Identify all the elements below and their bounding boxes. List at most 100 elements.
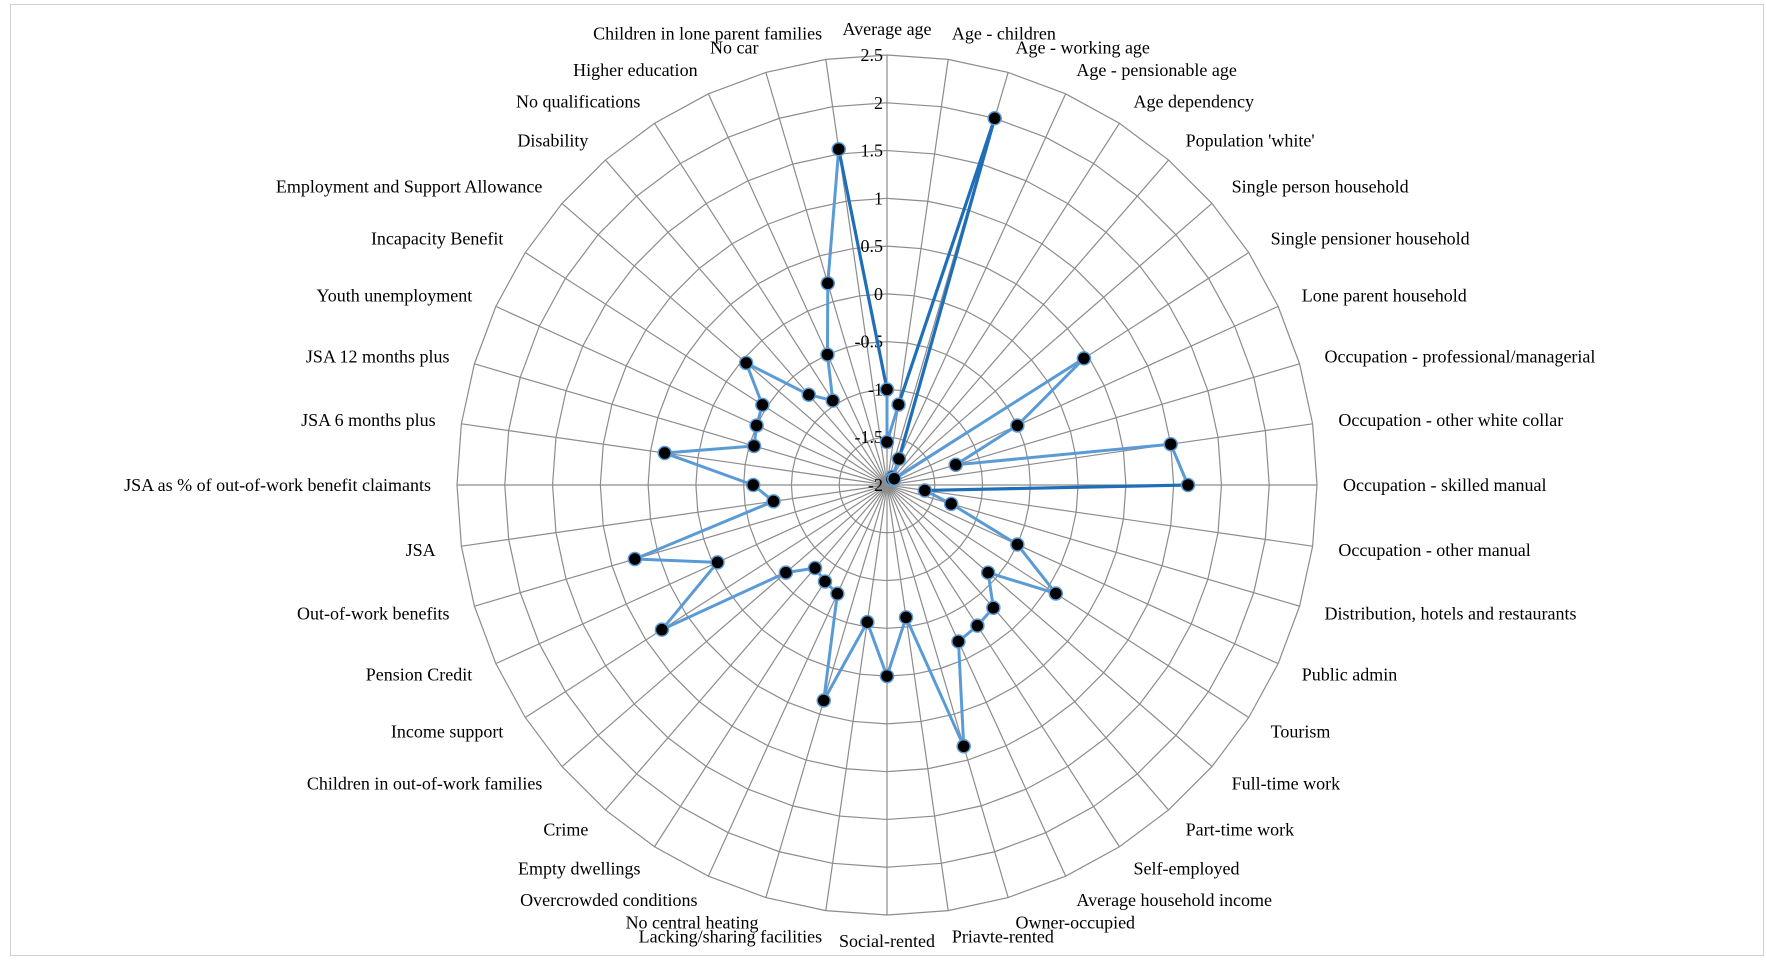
tick-label: 2 — [874, 93, 883, 113]
grid — [456, 54, 1318, 916]
spoke-line — [886, 484, 1067, 877]
data-point — [879, 668, 895, 684]
series-segment — [897, 116, 997, 461]
data-point — [951, 634, 966, 649]
category-label: Overcrowded conditions — [520, 890, 697, 910]
category-label: Self-employed — [1134, 859, 1240, 879]
tick-label: 0 — [874, 284, 883, 304]
tick-label: 0.5 — [861, 236, 884, 256]
spoke-line — [886, 484, 1170, 811]
category-label: Distribution, hotels and restaurants — [1325, 603, 1577, 623]
spoke-line — [461, 423, 888, 486]
data-point — [749, 418, 764, 433]
spoke-line — [886, 484, 1120, 848]
data-series — [627, 111, 1196, 754]
spoke-line — [707, 93, 888, 486]
category-label: Income support — [391, 722, 503, 742]
series-segment — [633, 557, 720, 564]
category-label: Age - pensionable age — [1076, 60, 1236, 80]
spoke-line — [825, 484, 888, 911]
category-label: Single person household — [1232, 176, 1409, 196]
data-point — [886, 471, 902, 486]
tick-label: -1.5 — [855, 427, 884, 447]
category-label: Children in out-of-work families — [307, 774, 542, 794]
category-label: Population 'white' — [1186, 130, 1315, 150]
spoke-line — [461, 484, 888, 547]
data-point — [816, 693, 831, 708]
category-label: Full-time work — [1232, 774, 1341, 794]
series-segment — [822, 620, 869, 702]
series-segment — [1015, 356, 1086, 427]
spoke-line — [495, 484, 888, 665]
data-point — [627, 551, 643, 567]
category-label: Employment and Support Allowance — [276, 176, 542, 196]
category-label: Occupation - skilled manual — [1343, 475, 1546, 495]
category-label: Occupation - professional/managerial — [1325, 347, 1596, 367]
data-point — [825, 393, 841, 408]
spoke-line — [474, 484, 888, 607]
data-point — [746, 438, 762, 454]
category-label: Crime — [543, 820, 588, 840]
spoke-line — [886, 305, 1279, 486]
spoke-line — [886, 484, 1313, 547]
series-segment — [825, 353, 835, 403]
category-label: Tourism — [1271, 722, 1331, 742]
data-point — [948, 457, 964, 473]
data-point — [970, 618, 985, 633]
spoke-line — [886, 59, 949, 486]
data-point — [917, 483, 933, 498]
series-segment — [837, 147, 889, 392]
tick-label: -2 — [868, 475, 883, 495]
data-point — [943, 496, 959, 512]
category-label: Lone parent household — [1302, 286, 1467, 306]
category-label: JSA 6 months plus — [301, 410, 436, 430]
data-point — [807, 560, 823, 576]
category-label: Lacking/sharing facilities — [639, 926, 822, 946]
data-point — [778, 565, 794, 580]
series-segment — [633, 499, 776, 561]
category-label: Pension Credit — [366, 664, 473, 684]
category-label: JSA as % of out-of-work benefit claimant… — [124, 475, 431, 495]
series-segment — [1015, 543, 1058, 595]
data-point — [1048, 586, 1064, 601]
data-point — [1010, 418, 1025, 433]
spoke-line — [886, 484, 1009, 898]
category-label: Children in lone parent families — [593, 24, 822, 44]
data-point — [879, 382, 895, 397]
category-label: Empty dwellings — [518, 859, 641, 879]
spoke-line — [886, 484, 1213, 768]
category-label: No qualifications — [516, 91, 640, 111]
series-segment — [892, 356, 1086, 481]
spoke-line — [604, 484, 888, 811]
data-point — [710, 555, 725, 570]
data-point — [1010, 537, 1025, 552]
data-point — [1163, 436, 1178, 452]
spoke-line — [524, 484, 888, 718]
spoke-line — [495, 305, 888, 486]
data-point — [657, 445, 672, 461]
series-segment — [744, 361, 811, 397]
data-point — [817, 574, 833, 589]
data-point — [987, 111, 1002, 126]
series-segment — [896, 116, 997, 407]
data-point — [879, 434, 895, 450]
spoke-line — [561, 484, 888, 768]
spoke-line — [707, 484, 888, 877]
data-point — [898, 610, 914, 625]
category-label: Priavte-rented — [952, 926, 1054, 946]
category-label: Disability — [517, 130, 588, 150]
category-label: Higher education — [573, 60, 697, 80]
tick-label: 1 — [874, 188, 883, 208]
spoke-line — [654, 484, 888, 848]
data-point — [986, 600, 1001, 616]
spoke-line — [886, 423, 1313, 486]
series-segment — [826, 147, 841, 285]
series-segment — [660, 560, 720, 632]
data-point — [831, 141, 846, 157]
spoke-line — [886, 93, 1067, 486]
category-label: Single pensioner household — [1271, 228, 1470, 248]
data-point — [956, 739, 971, 754]
series-segment — [865, 620, 889, 678]
